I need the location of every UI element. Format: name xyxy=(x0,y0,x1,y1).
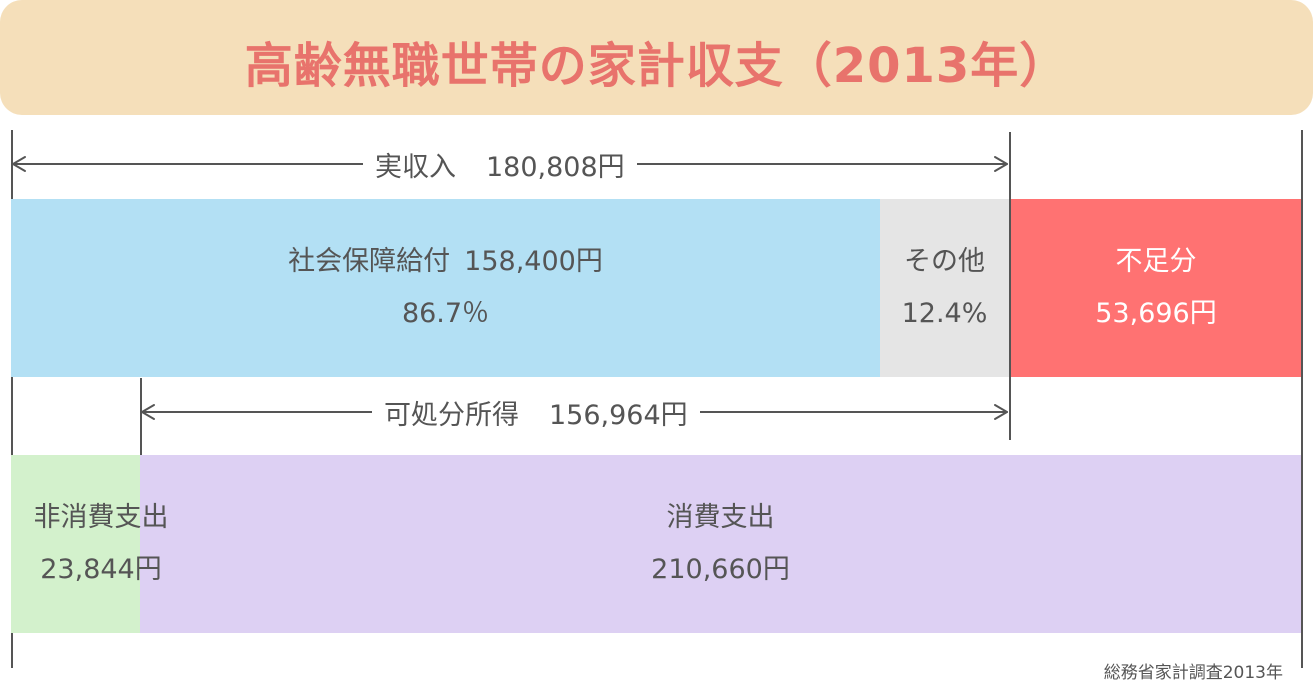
shortfall-value: 53,696円 xyxy=(1095,298,1217,329)
shortfall-segment: 不足分 53,696円 xyxy=(1011,199,1301,377)
other-income-label: その他 xyxy=(904,246,985,277)
non-consumption-segment xyxy=(11,455,140,633)
page-title: 高齢無職世帯の家計収支（2013年） xyxy=(244,37,1069,94)
title-banner: 高齢無職世帯の家計収支（2013年） xyxy=(0,0,1313,115)
social-security-percent: 86.7％ xyxy=(401,298,490,329)
disposable-start-guide-line xyxy=(140,378,142,456)
consumption-value: 210,660円 xyxy=(651,554,790,585)
source-note: 総務省家計調査2013年 xyxy=(1103,663,1283,683)
disposable-label: 可処分所得 xyxy=(384,400,519,431)
income-arrow-label: 実収入 180,808円 xyxy=(363,145,637,184)
consumption-label: 消費支出 xyxy=(666,502,775,533)
income-end-guide-line xyxy=(1009,132,1011,440)
non-consumption-label: 非消費支出 xyxy=(33,502,169,533)
other-income-segment: その他 12.4% xyxy=(880,199,1009,377)
non-consumption-value: 23,844円 xyxy=(40,554,162,585)
income-value: 180,808円 xyxy=(486,152,625,183)
social-security-segment: 社会保障給付 158,400円 86.7％ xyxy=(11,199,880,377)
income-label: 実収入 xyxy=(375,152,456,183)
non-consumption-text: 非消費支出 23,844円 xyxy=(11,455,191,633)
left-guide-line xyxy=(11,130,13,668)
shortfall-label: 不足分 xyxy=(1115,246,1197,277)
disposable-value: 156,964円 xyxy=(549,400,688,431)
right-guide-line xyxy=(1301,130,1303,668)
other-income-percent: 12.4% xyxy=(901,298,988,329)
consumption-segment: 消費支出 210,660円 xyxy=(140,455,1301,633)
social-security-value: 158,400円 xyxy=(464,246,603,277)
social-security-label: 社会保障給付 xyxy=(288,246,451,277)
disposable-arrow-label: 可処分所得 156,964円 xyxy=(372,393,700,432)
